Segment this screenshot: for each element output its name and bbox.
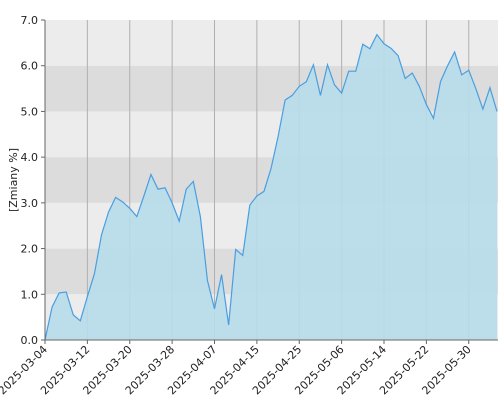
y-tick-label: 0.0 xyxy=(21,334,39,347)
y-tick-label: 2.0 xyxy=(21,243,39,256)
y-tick-label: 1.0 xyxy=(21,288,39,301)
area xyxy=(45,34,497,340)
y-tick-label: 6.0 xyxy=(21,60,39,73)
y-tick-label: 4.0 xyxy=(21,151,39,164)
line xyxy=(44,33,498,341)
y-tick-label: 5.0 xyxy=(21,105,39,118)
background-band xyxy=(45,65,498,112)
y-axis-label: [Zmiany %] xyxy=(7,148,20,212)
y-tick-label: 3.0 xyxy=(21,197,39,210)
y-tick-label: 7.0 xyxy=(21,14,39,27)
background-band xyxy=(45,20,498,66)
